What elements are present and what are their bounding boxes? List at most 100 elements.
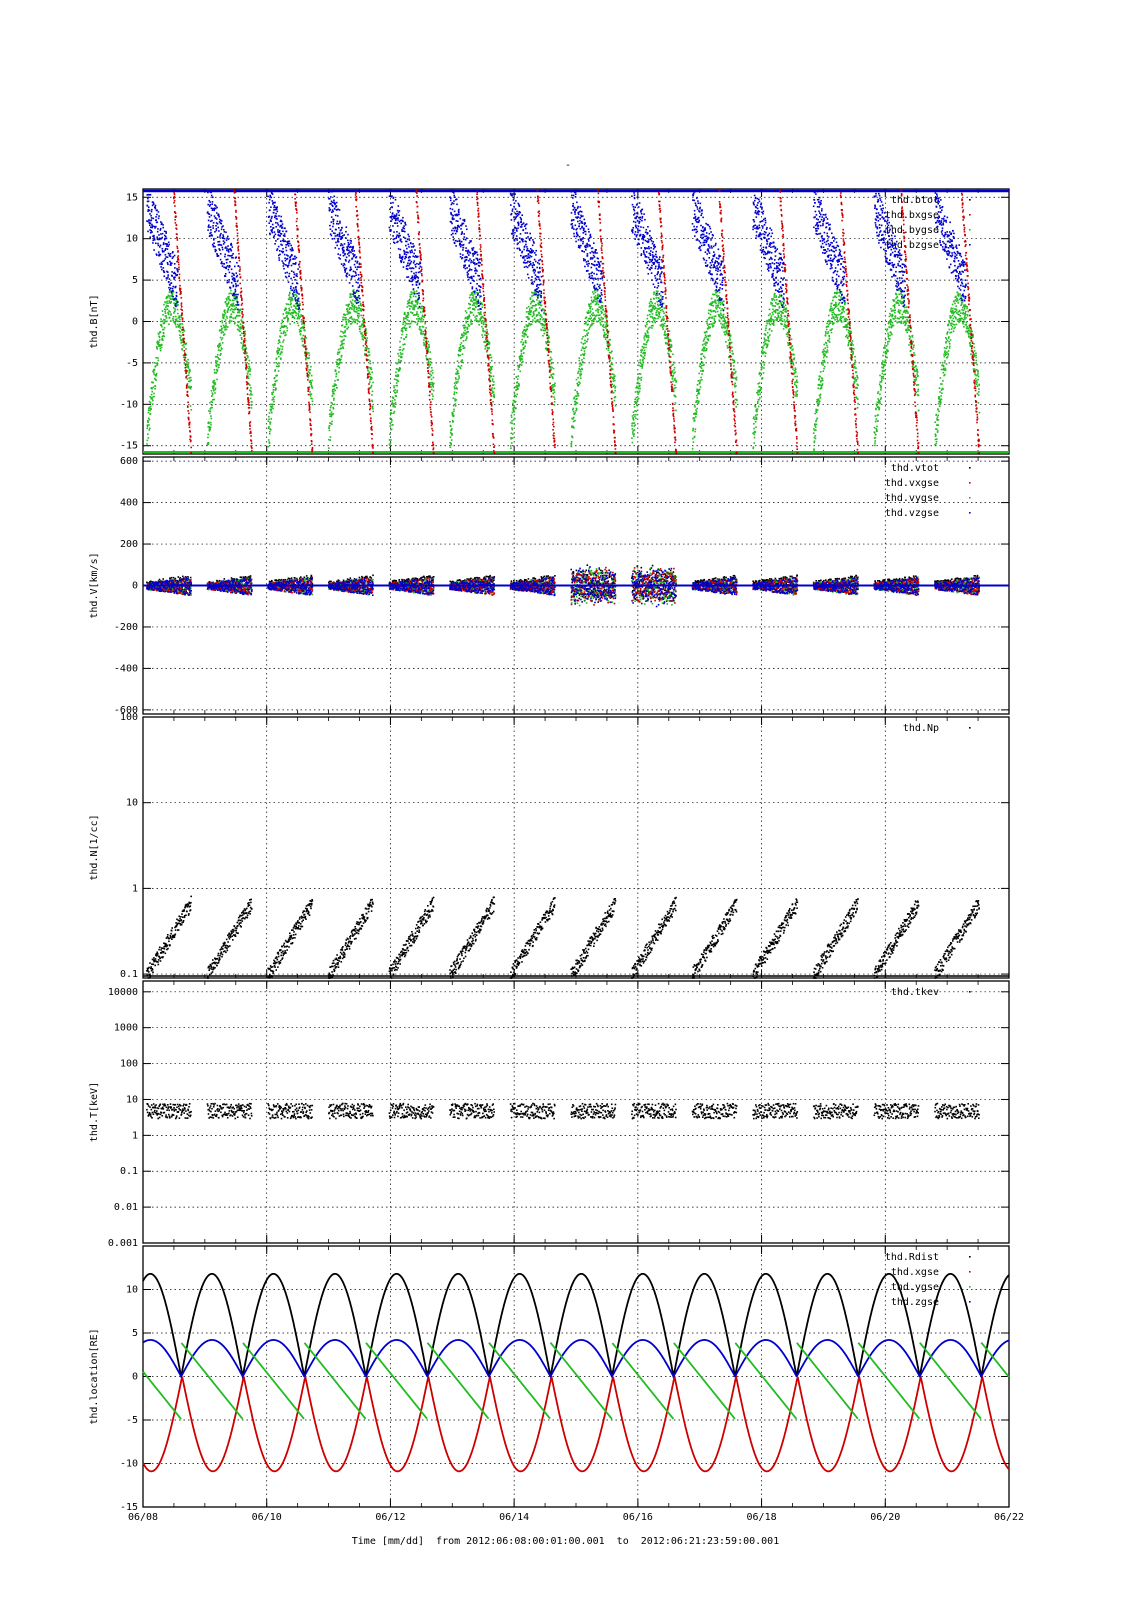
data-point xyxy=(470,312,472,314)
data-point xyxy=(886,345,888,347)
data-point xyxy=(158,211,160,213)
data-point xyxy=(475,318,477,320)
data-point xyxy=(399,368,401,370)
data-point xyxy=(172,257,174,259)
data-point xyxy=(822,378,824,380)
data-point xyxy=(910,350,912,352)
data-point xyxy=(901,317,903,319)
data-point xyxy=(515,408,517,410)
data-point xyxy=(959,310,961,312)
data-point xyxy=(882,355,884,357)
data-point xyxy=(419,303,421,305)
data-point xyxy=(353,289,355,291)
data-point xyxy=(188,372,190,374)
data-point xyxy=(151,211,153,213)
data-point xyxy=(481,321,483,323)
data-point xyxy=(906,330,908,332)
data-point xyxy=(274,369,276,371)
data-point xyxy=(665,335,667,337)
data-point xyxy=(633,414,635,416)
data-point xyxy=(251,394,253,396)
data-point xyxy=(941,389,943,391)
data-point xyxy=(283,339,285,341)
data-point xyxy=(400,354,402,356)
data-point xyxy=(369,354,371,356)
data-point xyxy=(522,335,524,337)
data-point xyxy=(645,326,647,328)
data-point xyxy=(675,396,677,398)
data-point xyxy=(224,333,226,335)
data-point xyxy=(149,419,151,421)
data-point xyxy=(822,364,824,366)
data-point xyxy=(333,413,335,415)
data-point xyxy=(548,336,550,338)
data-point xyxy=(576,383,578,385)
data-point xyxy=(212,209,214,211)
data-point xyxy=(214,215,216,217)
data-point xyxy=(530,303,532,305)
data-point xyxy=(474,304,476,306)
data-point xyxy=(170,264,172,266)
data-point xyxy=(451,439,453,441)
data-point xyxy=(895,317,897,319)
data-point xyxy=(976,380,978,382)
data-point xyxy=(404,312,406,314)
data-point xyxy=(643,361,645,363)
data-point xyxy=(651,305,653,307)
data-point xyxy=(228,281,230,283)
data-point xyxy=(165,313,167,315)
data-point xyxy=(894,312,896,314)
data-point xyxy=(469,325,471,327)
data-point xyxy=(843,311,845,313)
data-point xyxy=(827,333,829,335)
data-point xyxy=(157,231,159,233)
data-point xyxy=(641,349,643,351)
data-point xyxy=(456,382,458,384)
data-point xyxy=(836,305,838,307)
data-point xyxy=(835,304,837,306)
data-point xyxy=(957,302,959,304)
data-point xyxy=(771,320,773,322)
data-point xyxy=(309,373,311,375)
data-point xyxy=(480,313,482,315)
data-point xyxy=(215,205,217,207)
data-point xyxy=(958,293,960,295)
data-point xyxy=(187,364,189,366)
data-point xyxy=(654,320,656,322)
data-point xyxy=(541,300,543,302)
data-point xyxy=(825,335,827,337)
data-point xyxy=(645,347,647,349)
data-point xyxy=(186,343,188,345)
data-point xyxy=(151,227,153,229)
data-point xyxy=(674,385,676,387)
data-point xyxy=(874,427,876,429)
data-point xyxy=(153,372,155,374)
data-point xyxy=(603,326,605,328)
data-point xyxy=(734,360,736,362)
data-point xyxy=(225,313,227,315)
data-point xyxy=(270,429,272,431)
data-point xyxy=(293,305,295,307)
data-point xyxy=(422,333,424,335)
data-point xyxy=(151,209,153,211)
data-point xyxy=(155,205,157,207)
data-point xyxy=(941,383,943,385)
data-point xyxy=(337,366,339,368)
data-point xyxy=(609,344,611,346)
data-point xyxy=(368,348,370,350)
data-point xyxy=(953,300,955,302)
data-point xyxy=(643,337,645,339)
data-point xyxy=(670,351,672,353)
data-point xyxy=(406,328,408,330)
data-point xyxy=(941,399,943,401)
data-point xyxy=(270,404,272,406)
data-point xyxy=(312,387,314,389)
data-point xyxy=(226,239,228,241)
data-point xyxy=(279,348,281,350)
data-point xyxy=(662,323,664,325)
data-point xyxy=(771,330,773,332)
data-point xyxy=(704,347,706,349)
data-point xyxy=(346,323,348,325)
data-point xyxy=(169,261,171,263)
data-point xyxy=(694,420,696,422)
